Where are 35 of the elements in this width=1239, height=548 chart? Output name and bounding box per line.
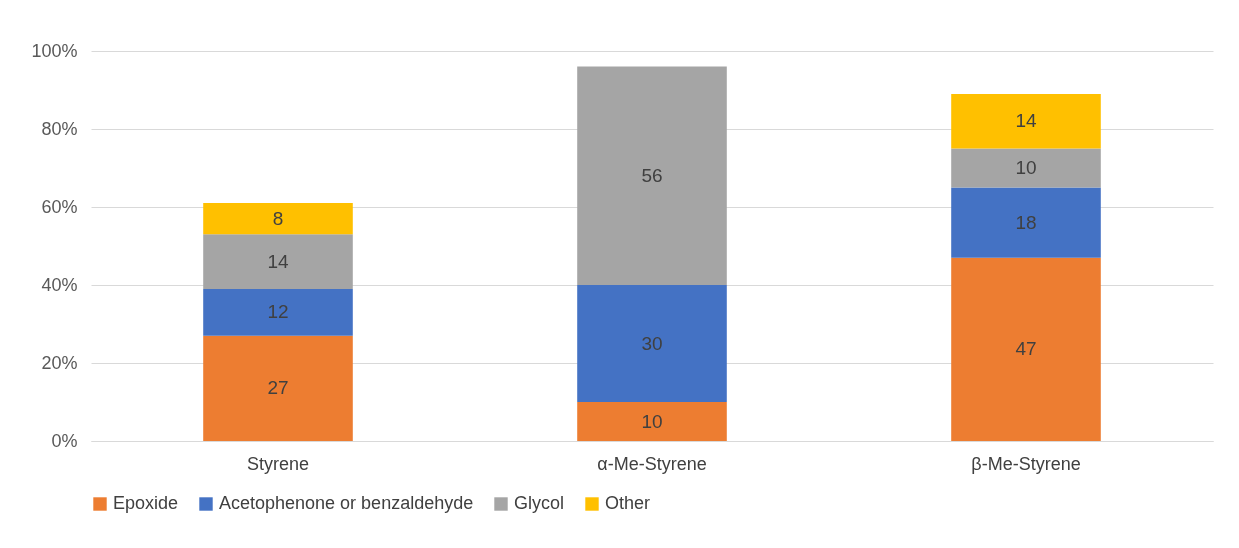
data-label: 12 xyxy=(267,301,289,323)
x-tick-label: Styrene xyxy=(246,453,310,474)
data-label: 27 xyxy=(267,377,289,399)
bar xyxy=(951,148,1101,188)
data-label: 8 xyxy=(272,207,284,229)
bar xyxy=(951,187,1101,258)
data-label: 14 xyxy=(1015,110,1037,132)
y-tick-label: 100% xyxy=(31,40,78,61)
data-label: 18 xyxy=(1015,211,1037,233)
data-label: 10 xyxy=(641,410,663,432)
bar xyxy=(577,66,727,285)
bar xyxy=(577,285,727,402)
y-tick-label: 80% xyxy=(41,118,78,139)
y-tick-label: 60% xyxy=(41,196,78,217)
bar xyxy=(577,402,727,441)
bar xyxy=(203,335,353,441)
y-tick-label: 40% xyxy=(41,274,78,295)
x-tick-label: α-Me-Styrene xyxy=(597,453,707,474)
legend-label: Acetophenone or benzaldehyde xyxy=(219,493,474,513)
data-label: 10 xyxy=(1015,157,1037,178)
legend-label: Glycol xyxy=(514,493,565,513)
bar xyxy=(951,93,1101,149)
legend-label: Other xyxy=(605,493,651,513)
x-tick-label: β-Me-Styrene xyxy=(971,453,1081,474)
bar xyxy=(203,203,353,235)
y-tick-label: 0% xyxy=(51,430,78,451)
bar xyxy=(203,234,353,289)
bar xyxy=(951,257,1101,441)
data-label: 14 xyxy=(267,250,289,272)
data-label: 30 xyxy=(641,332,663,354)
data-label: 56 xyxy=(641,164,663,186)
y-tick-label: 20% xyxy=(41,352,78,373)
data-label: 47 xyxy=(1015,338,1037,360)
legend-label: Epoxide xyxy=(113,493,179,513)
bar xyxy=(203,288,353,336)
